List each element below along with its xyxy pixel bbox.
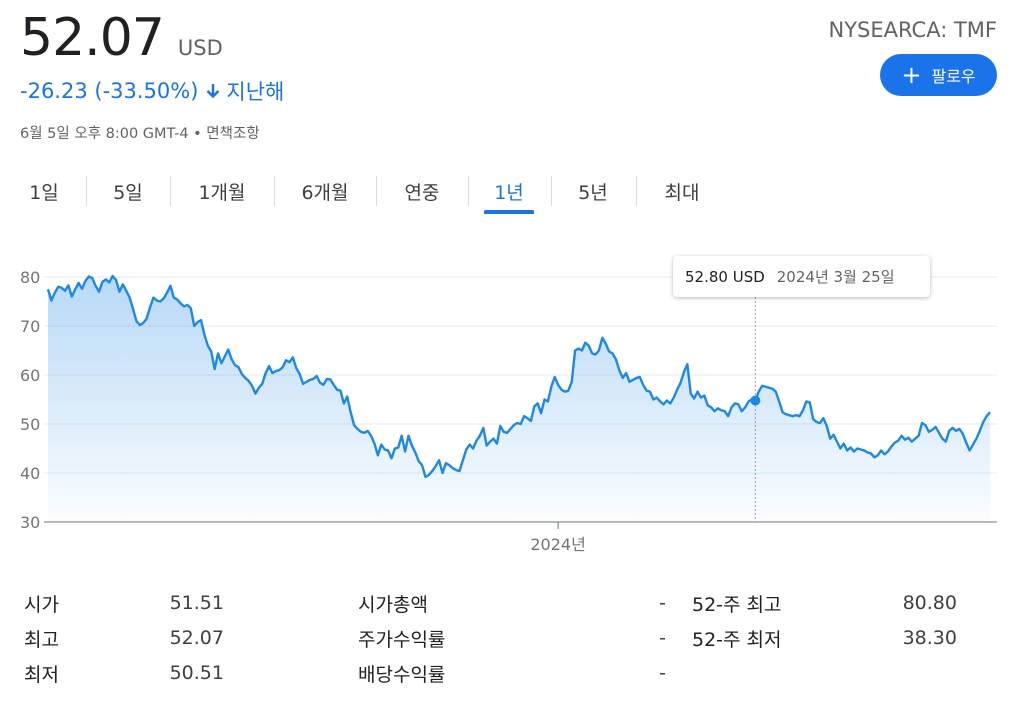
y-tick-label: 30 (20, 513, 40, 532)
stat-value-pe-ratio: - (659, 627, 666, 649)
price-change: -26.23 (-33.50%) 지난해 (20, 76, 284, 106)
tab-divider (468, 176, 469, 206)
stat-label-pe-ratio: 주가수익률 (358, 629, 446, 651)
price-chart[interactable]: 30 40 50 60 70 80 2024년 (0, 230, 1033, 570)
arrow-down-icon (207, 84, 220, 99)
y-tick-label: 60 (20, 366, 40, 385)
tab-1y[interactable]: 1년 (484, 168, 534, 214)
tab-ytd[interactable]: 연중 (404, 181, 440, 204)
tab-max[interactable]: 최대 (664, 181, 700, 204)
price-change-period: 지난해 (226, 80, 285, 104)
stat-value-market-cap: - (659, 592, 666, 614)
stat-label-high: 최고 (24, 629, 59, 651)
tooltip-date: 2024년 3월 25일 (776, 268, 895, 286)
x-tick-label: 2024년 (530, 535, 585, 554)
tab-1d[interactable]: 1일 (29, 181, 59, 204)
stat-value-low: 50.51 (169, 662, 224, 684)
tab-divider (636, 176, 637, 206)
current-price: 52.07 (20, 8, 165, 68)
tab-6m[interactable]: 6개월 (301, 181, 349, 204)
stat-label-52w-high: 52-주 최고 (692, 594, 782, 616)
price-header: 52.07 USD (20, 8, 223, 68)
tab-divider (86, 176, 87, 206)
tab-divider (274, 176, 275, 206)
stat-label-open: 시가 (24, 594, 59, 616)
ticker-symbol: NYSEARCA: TMF (828, 18, 997, 42)
x-axis-ticks: 2024년 (530, 522, 586, 554)
stat-value-open: 51.51 (169, 592, 224, 614)
stat-label-52w-low: 52-주 최저 (692, 629, 782, 651)
stat-value-high: 52.07 (169, 627, 224, 649)
y-tick-label: 50 (20, 415, 40, 434)
stat-label-dividend-yield: 배당수익률 (358, 664, 446, 686)
tooltip-price: 52.80 USD (685, 267, 765, 286)
price-line (46, 274, 991, 479)
tab-5d[interactable]: 5일 (113, 181, 143, 204)
currency-label: USD (177, 36, 223, 60)
y-tick-label: 40 (20, 464, 40, 483)
y-axis-ticks: 30 40 50 60 70 80 (20, 268, 40, 532)
price-change-value: -26.23 (-33.50%) (20, 79, 199, 103)
follow-label: 팔로우 (931, 67, 976, 86)
stat-label-low: 최저 (24, 664, 59, 686)
plus-icon: + (901, 61, 922, 89)
tab-divider (551, 176, 552, 206)
chart-tooltip: 52.80 USD 2024년 3월 25일 (673, 256, 930, 297)
y-tick-label: 80 (20, 268, 40, 287)
price-area-fill (48, 276, 990, 522)
stat-value-52w-high: 80.80 (902, 592, 957, 614)
range-tabs: 1일 5일 1개월 6개월 연중 1년 5년 최대 (0, 168, 760, 214)
tab-divider (170, 176, 171, 206)
tab-1m[interactable]: 1개월 (198, 181, 246, 204)
y-tick-label: 70 (20, 317, 40, 336)
stat-label-market-cap: 시가총액 (358, 594, 428, 616)
hover-point (750, 395, 761, 406)
quote-timestamp: 6월 5일 오후 8:00 GMT-4 • 면책조항 (20, 126, 260, 142)
tab-5y[interactable]: 5년 (578, 181, 608, 204)
follow-button[interactable]: + 팔로우 (880, 54, 997, 96)
tab-divider (376, 176, 377, 206)
stat-value-dividend-yield: - (659, 662, 666, 684)
stat-value-52w-low: 38.30 (902, 627, 957, 649)
